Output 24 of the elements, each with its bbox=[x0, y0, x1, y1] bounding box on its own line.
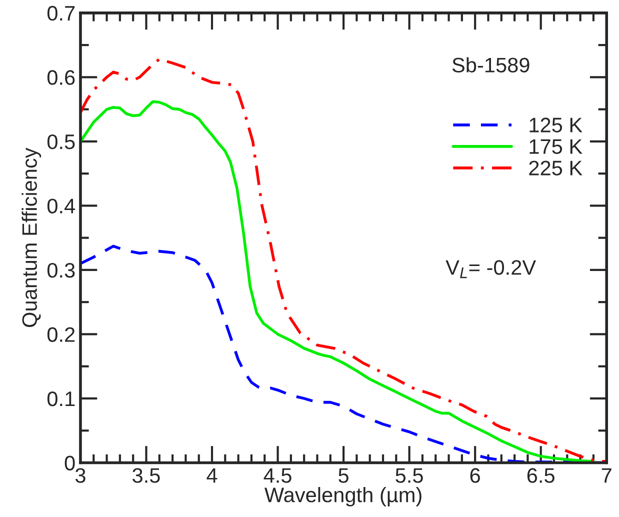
x-tick-label: 3 bbox=[75, 468, 86, 483]
x-tick-label: 4.5 bbox=[264, 468, 292, 483]
y-tick-label: 0.1 bbox=[47, 391, 75, 406]
x-tick-label: 3.5 bbox=[132, 468, 160, 483]
y-tick-label: 0 bbox=[64, 456, 75, 470]
x-tick-label: 6.5 bbox=[527, 468, 554, 483]
x-tick-label: 4 bbox=[206, 468, 218, 483]
x-tick-label: 6 bbox=[470, 468, 480, 483]
x-tick-label: 5 bbox=[338, 468, 348, 483]
annotation: V$_{L}$= -0.2V bbox=[446, 260, 536, 278]
y-tick-label: 0.4 bbox=[47, 198, 75, 214]
y-tick-label: 0.7 bbox=[47, 6, 75, 21]
y-tick-label: 0.3 bbox=[47, 262, 75, 278]
x-tick-label: 7 bbox=[602, 468, 612, 483]
legend-label: 225 K bbox=[529, 160, 582, 176]
annotation: Sb-1589 bbox=[452, 57, 530, 72]
y-tick-label: 0.5 bbox=[47, 134, 75, 150]
x-axis-title: Wavelength (µm) bbox=[264, 486, 422, 506]
legend-label: 175 K bbox=[530, 139, 582, 154]
y-axis-title: Quantum Efficiency bbox=[22, 148, 42, 327]
y-tick-label: 0.6 bbox=[47, 70, 75, 85]
y-tick-label: 0.2 bbox=[47, 327, 75, 342]
legend-label: 125 K bbox=[530, 118, 582, 132]
x-tick-label: 5.5 bbox=[396, 468, 423, 483]
